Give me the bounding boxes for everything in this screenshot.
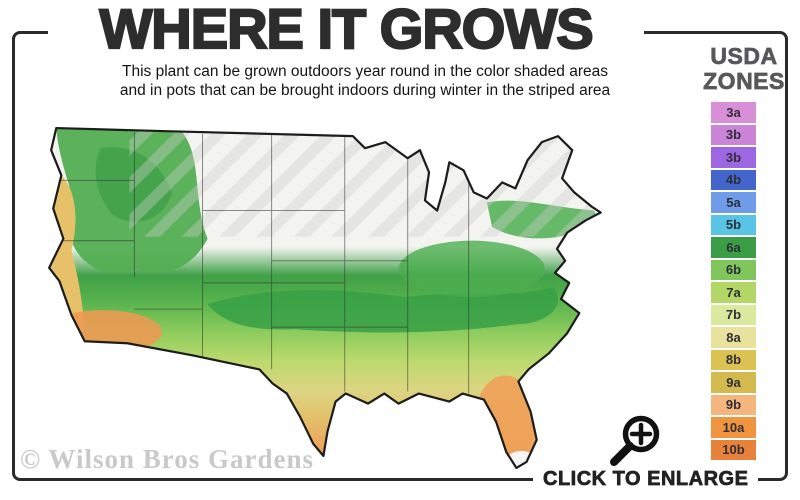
- subtitle-line-2: and in pots that can be brought indoors …: [119, 82, 611, 99]
- us-zones-map[interactable]: [40, 118, 685, 476]
- zone-swatch-8b: 8b: [711, 349, 756, 370]
- southwest-orange-area: [49, 310, 162, 355]
- zone-swatch-8a: 8a: [711, 327, 756, 348]
- zone-swatch-9a: 9a: [711, 372, 756, 393]
- us-zones-map-svg: [48, 126, 602, 470]
- zone-swatch-5b: 5b: [711, 214, 756, 235]
- central-dark-green-band: [207, 286, 559, 333]
- zone-swatch-10a: 10a: [711, 417, 756, 438]
- click-to-enlarge-label[interactable]: CLICK TO ENLARGE: [533, 468, 759, 491]
- zone-swatch-6a: 6a: [711, 237, 756, 258]
- page-title: WHERE IT GROWS: [48, 0, 644, 61]
- zone-swatch-6b: 6b: [711, 259, 756, 280]
- subtitle: This plant can be grown outdoors year ro…: [65, 62, 665, 100]
- california-coast-band: [49, 175, 85, 342]
- subtitle-line-1: This plant can be grown outdoors year ro…: [122, 63, 608, 80]
- zone-swatch-3b-2: 3b: [711, 147, 756, 168]
- zone-swatch-7a: 7a: [711, 282, 756, 303]
- zoom-in-magnifier-icon[interactable]: [605, 410, 665, 470]
- zone-swatch-4b: 4b: [711, 169, 756, 190]
- us-outline: [48, 126, 602, 470]
- midwest-green-patch: [398, 240, 545, 297]
- state-borders: [49, 132, 470, 394]
- zone-swatch-10b: 10b: [711, 439, 756, 460]
- zone-swatch-3a: 3a: [711, 102, 756, 123]
- zone-swatch-3b: 3b: [711, 124, 756, 145]
- zone-swatch-7b: 7b: [711, 304, 756, 325]
- zone-swatch-5a: 5a: [711, 192, 756, 213]
- usda-zones-heading: USDA ZONES: [698, 43, 790, 94]
- usda-zones-legend: 3a 3b 3b 4b 5a 5b 6a 6b 7a 7b 8a 8b 9a 9…: [711, 102, 756, 460]
- usda-heading-line-1: USDA: [710, 43, 778, 69]
- watermark: © Wilson Bros Gardens: [20, 444, 314, 474]
- usda-heading-line-2: ZONES: [703, 68, 785, 94]
- zone-swatch-9b: 9b: [711, 394, 756, 415]
